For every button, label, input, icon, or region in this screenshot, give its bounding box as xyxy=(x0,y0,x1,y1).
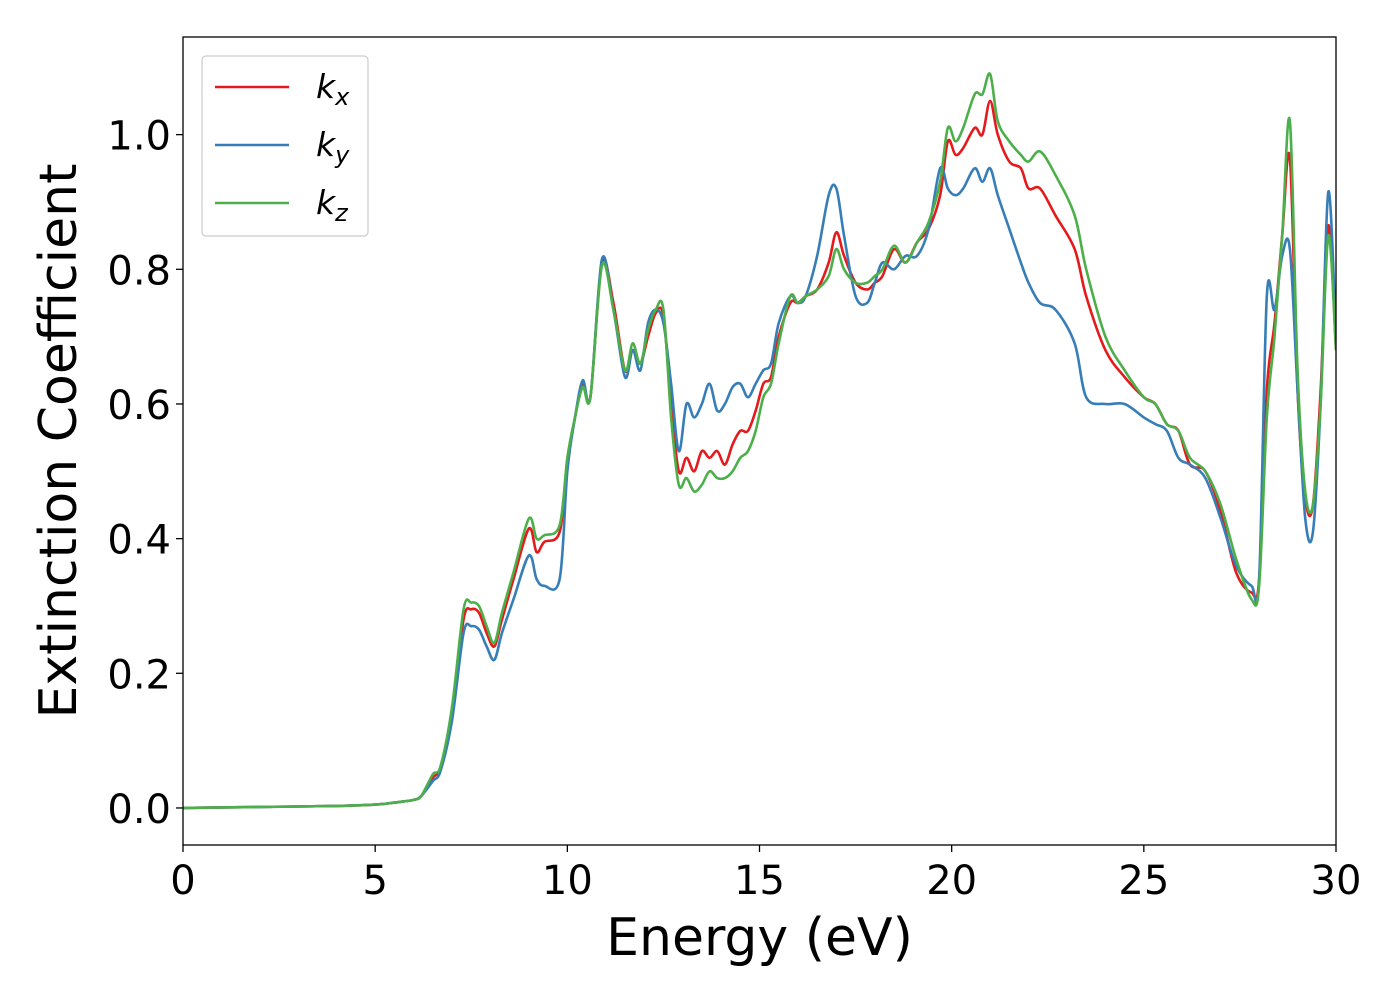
legend-label-y: ky xyxy=(316,125,350,169)
series-line-z xyxy=(183,72,1336,810)
x-axis-title: Energy (eV) xyxy=(606,908,913,968)
y-tick-label: 0.0 xyxy=(107,787,171,833)
x-tick-label: 10 xyxy=(542,858,593,904)
y-tick-label: 0.8 xyxy=(107,248,171,294)
legend: kx ky kz xyxy=(201,55,369,237)
x-tick-label: 25 xyxy=(1118,858,1169,904)
y-axis-title: Extinction Coefficient xyxy=(29,164,89,719)
legend-label-x: kx xyxy=(316,67,350,111)
series-layer xyxy=(183,72,1336,810)
x-tick-label: 15 xyxy=(734,858,785,904)
x-tick-label: 30 xyxy=(1311,858,1362,904)
y-tick-label: 0.6 xyxy=(107,383,171,429)
y-tick-label: 0.2 xyxy=(107,652,171,698)
series-line-y xyxy=(183,165,1336,810)
y-axis-ticks: 0.0 0.2 0.4 0.6 0.8 1.0 xyxy=(107,114,183,833)
y-tick-label: 1.0 xyxy=(107,114,171,160)
y-tick-label: 0.4 xyxy=(107,518,171,564)
legend-label-z: kz xyxy=(316,183,349,227)
x-axis-ticks: 0 5 10 15 20 25 30 xyxy=(170,845,1361,904)
x-tick-label: 5 xyxy=(362,858,387,904)
x-tick-label: 0 xyxy=(170,858,195,904)
x-tick-label: 20 xyxy=(926,858,977,904)
